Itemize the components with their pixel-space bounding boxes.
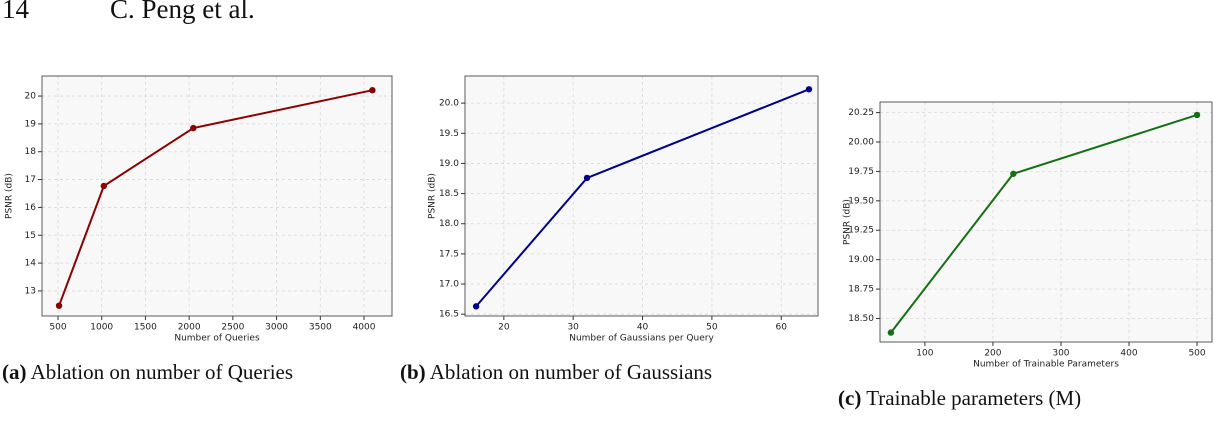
y-tick-label: 19.75	[848, 167, 874, 177]
y-tick-label: 18.5	[439, 189, 459, 199]
y-tick-label: 18.50	[848, 314, 874, 324]
y-tick-label: 19.00	[848, 255, 874, 265]
x-axis-label: Number of Trainable Parameters	[973, 360, 1119, 370]
data-point	[805, 86, 813, 93]
x-tick-label: 200	[984, 349, 1001, 359]
data-point	[190, 124, 197, 132]
plot-area	[42, 76, 392, 316]
data-point	[55, 302, 63, 309]
x-tick-label: 400	[1120, 349, 1137, 359]
subcaption-text: Trainable parameters (M)	[866, 386, 1082, 410]
x-tick-label: 500	[1188, 349, 1205, 359]
running-head: C. Peng et al.	[110, 0, 255, 24]
plot-area	[465, 76, 818, 316]
y-tick-label: 18.75	[848, 285, 874, 295]
plot-frame	[41, 75, 393, 317]
plot-frame	[879, 101, 1213, 343]
x-tick-label: 30	[567, 323, 579, 333]
y-tick-label: 19.25	[848, 226, 874, 236]
x-tick-label: 1500	[134, 323, 157, 333]
x-tick-label: 20	[498, 323, 510, 333]
y-tick-label: 20	[25, 92, 37, 102]
y-tick-label: 17.5	[439, 249, 459, 259]
subcaption-label: (a)	[2, 360, 27, 384]
y-tick-label: 18	[25, 147, 37, 157]
subcaption-label: (b)	[400, 360, 426, 384]
x-axis-label: Number of Queries	[174, 334, 260, 344]
data-point	[472, 303, 480, 310]
y-tick-label: 19.5	[439, 129, 459, 139]
subcaption-text: Ablation on number of Gaussians	[429, 360, 713, 384]
x-tick-label: 50	[706, 323, 718, 333]
data-point	[1010, 170, 1017, 177]
y-tick-label: 17	[25, 175, 36, 185]
y-tick-label: 13	[25, 286, 36, 296]
data-line	[58, 89, 373, 307]
y-axis-label: PSNR (dB)	[843, 199, 853, 245]
x-tick-label: 2000	[178, 323, 201, 333]
x-tick-label: 3500	[309, 323, 332, 333]
data-point	[100, 182, 108, 190]
subcaption-c: (c) Trainable parameters (M)	[838, 387, 1232, 410]
plot-area	[880, 102, 1212, 342]
y-tick-label: 14	[25, 259, 37, 269]
y-tick-label: 16.5	[439, 310, 459, 320]
y-tick-label: 19.50	[848, 196, 874, 206]
y-tick-label: 20.0	[439, 99, 459, 109]
y-tick-label: 15	[25, 231, 36, 241]
data-point	[887, 329, 895, 336]
x-tick-label: 60	[776, 323, 788, 333]
y-tick-label: 18.0	[439, 219, 459, 229]
data-point	[583, 174, 591, 182]
subcaption-label: (c)	[838, 386, 862, 410]
x-tick-label: 1000	[90, 323, 113, 333]
x-axis-label: Number of Gaussians per Query	[569, 334, 714, 344]
x-tick-label: 300	[1052, 349, 1069, 359]
subcaption-text: Ablation on number of Queries	[30, 360, 294, 384]
x-tick-label: 3000	[265, 323, 288, 333]
x-tick-label: 100	[916, 349, 933, 359]
x-tick-label: 2500	[221, 323, 244, 333]
x-tick-label: 4000	[353, 323, 376, 333]
y-axis-label: PSNR (dB)	[5, 173, 15, 219]
data-point	[369, 86, 376, 94]
plot-frame	[464, 75, 819, 317]
subcaption-b: (b) Ablation on number of Gaussians	[400, 361, 820, 384]
y-tick-label: 17.0	[439, 280, 459, 290]
page-number: 14	[2, 0, 29, 24]
y-axis-label: PSNR (dB)	[428, 173, 438, 219]
y-tick-label: 19.0	[439, 159, 459, 169]
x-tick-label: 40	[637, 323, 649, 333]
subcaption-a: (a) Ablation on number of Queries	[2, 361, 394, 384]
x-tick-label: 500	[49, 323, 66, 333]
y-tick-label: 19	[25, 119, 37, 129]
y-tick-label: 16	[25, 203, 37, 213]
y-tick-label: 20.00	[848, 138, 874, 148]
data-point	[1193, 111, 1201, 119]
y-tick-label: 20.25	[848, 108, 874, 118]
